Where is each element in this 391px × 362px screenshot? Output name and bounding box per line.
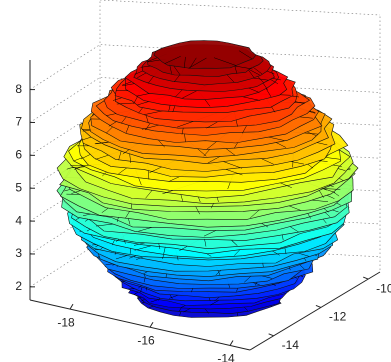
y-tick [362, 276, 369, 280]
x-tick-label: -16 [137, 333, 155, 347]
grid-edge [99, 0, 381, 16]
mesh-line [184, 56, 186, 68]
mesh-line [164, 56, 181, 64]
y-tick-label: -10 [376, 281, 391, 295]
z-tick-label: 6 [15, 148, 22, 162]
y-tick-label: -14 [282, 338, 300, 352]
x-tick [229, 340, 234, 346]
y-tick [268, 333, 274, 337]
mesh-line [188, 57, 207, 69]
mesh-line [213, 57, 237, 66]
z-tick-label: 3 [15, 246, 22, 260]
surface-layer [153, 40, 257, 69]
surface [56, 40, 359, 318]
z-tick-label: 2 [15, 279, 22, 293]
x-tick [149, 322, 154, 328]
x-axis [29, 299, 251, 351]
y-axis [249, 271, 381, 351]
x-tick [69, 303, 74, 310]
z-tick-label: 4 [15, 213, 22, 227]
z-tick-label: 8 [15, 82, 22, 96]
y-tick-label: -12 [329, 310, 347, 324]
x-tick-label: -18 [57, 315, 75, 329]
z-tick-label: 5 [15, 180, 22, 194]
mesh-line [238, 50, 253, 60]
x-tick-label: -14 [217, 352, 235, 362]
mesh-line [189, 57, 197, 69]
y-tick [315, 304, 322, 308]
z-tick-label: 7 [15, 115, 22, 129]
